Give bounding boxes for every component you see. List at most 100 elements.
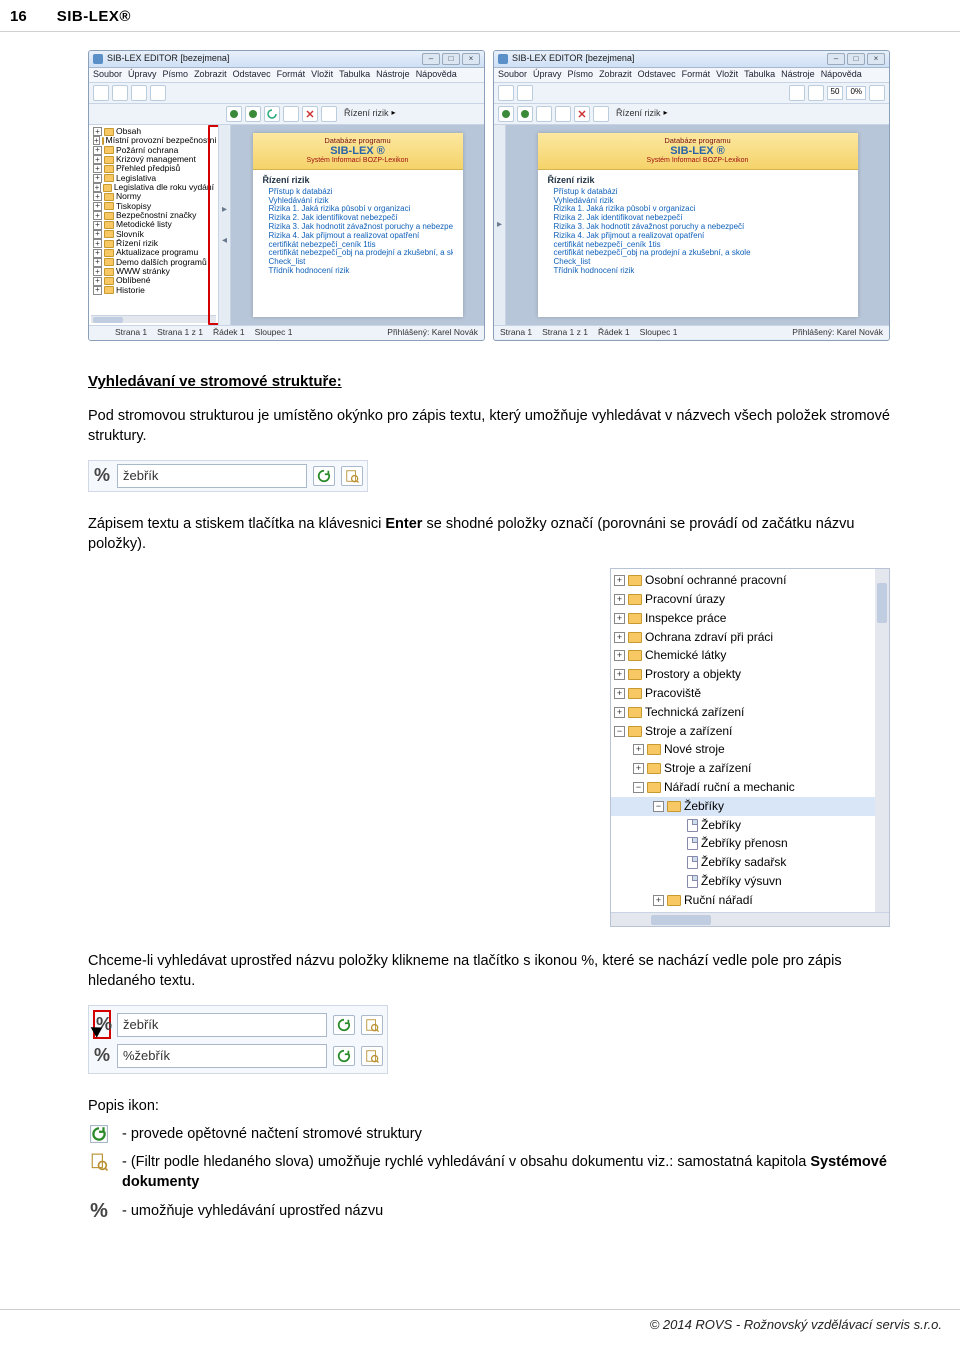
- doc-link[interactable]: Check_list: [548, 258, 848, 267]
- refresh-button[interactable]: [313, 466, 335, 486]
- search-input[interactable]: žebřík: [117, 464, 307, 488]
- maximize-button[interactable]: □: [442, 53, 460, 65]
- minimize-button[interactable]: –: [422, 53, 440, 65]
- toolbar-button[interactable]: [789, 85, 805, 101]
- doc-link[interactable]: certifikát nebezpečí_obj na prodejní a z…: [548, 249, 848, 258]
- tree-row[interactable]: −Žebříky: [611, 797, 875, 816]
- tree-row[interactable]: +Pracovní úrazy: [611, 590, 875, 609]
- expander-icon[interactable]: +: [614, 688, 625, 699]
- expander-icon[interactable]: +: [633, 763, 644, 774]
- doc-link[interactable]: Vyhledávání rizik: [263, 197, 453, 206]
- menu-item[interactable]: Nástroje: [781, 70, 815, 80]
- close-button[interactable]: ×: [462, 53, 480, 65]
- toolbar-button[interactable]: [498, 85, 514, 101]
- tool-icon[interactable]: [321, 106, 337, 122]
- percent-icon[interactable]: %: [93, 1043, 111, 1068]
- menu-item[interactable]: Zobrazit: [599, 70, 632, 80]
- doc-link[interactable]: Přístup k databázi: [263, 188, 453, 197]
- tree-row[interactable]: Žebříky výsuvn: [611, 872, 875, 891]
- tree-row[interactable]: −Stroje a zařízení: [611, 722, 875, 741]
- doc-link[interactable]: Check_list: [263, 258, 453, 267]
- scrollbar-vertical[interactable]: [875, 569, 889, 911]
- menu-item[interactable]: Nápověda: [821, 70, 862, 80]
- expander-icon[interactable]: +: [633, 744, 644, 755]
- delete-icon[interactable]: [574, 106, 590, 122]
- menu-item[interactable]: Tabulka: [339, 70, 370, 80]
- tree-row[interactable]: +Stroje a zařízení: [611, 759, 875, 778]
- refresh-icon[interactable]: [536, 106, 552, 122]
- expander-icon[interactable]: +: [653, 895, 664, 906]
- expander-icon[interactable]: +: [614, 613, 625, 624]
- print-icon[interactable]: [283, 106, 299, 122]
- search-input[interactable]: %žebřík: [117, 1044, 327, 1068]
- doc-link[interactable]: Třídník hodnocení rizik: [548, 267, 848, 276]
- menu-item[interactable]: Formát: [277, 70, 306, 80]
- doc-link[interactable]: Rizika 4. Jak přijmout a realizovat opat…: [263, 232, 453, 241]
- tree-row[interactable]: Žebříky: [611, 816, 875, 835]
- tree-row[interactable]: +Inspekce práce: [611, 609, 875, 628]
- toolbar-button[interactable]: [131, 85, 147, 101]
- doc-link[interactable]: Rizika 4. Jak přijmout a realizovat opat…: [548, 232, 848, 241]
- print-icon[interactable]: [555, 106, 571, 122]
- splitter[interactable]: ▸ ◂: [219, 125, 231, 325]
- nav-back-icon[interactable]: [226, 106, 242, 122]
- tree-row[interactable]: +Osobní ochranné pracovní: [611, 571, 875, 590]
- menu-item[interactable]: Soubor: [93, 70, 122, 80]
- tree-row[interactable]: +Technická zařízení: [611, 703, 875, 722]
- doc-link[interactable]: Přístup k databázi: [548, 188, 848, 197]
- expander-icon[interactable]: +: [614, 669, 625, 680]
- expander-icon[interactable]: −: [653, 801, 664, 812]
- doc-link[interactable]: Rizika 3. Jak hodnotit závažnost poruchy…: [548, 223, 848, 232]
- doc-link[interactable]: certifikát nebezpečí_ceník 1tis: [263, 241, 453, 250]
- nav-fwd-icon[interactable]: [517, 106, 533, 122]
- close-button[interactable]: ×: [867, 53, 885, 65]
- toolbar-button[interactable]: [112, 85, 128, 101]
- refresh-icon[interactable]: [264, 106, 280, 122]
- toolbar-button[interactable]: [150, 85, 166, 101]
- menu-item[interactable]: Soubor: [498, 70, 527, 80]
- menu-item[interactable]: Úpravy: [533, 70, 562, 80]
- refresh-button[interactable]: [333, 1015, 355, 1035]
- expander-icon[interactable]: +: [614, 594, 625, 605]
- percent-icon-highlighted[interactable]: %: [93, 1010, 111, 1039]
- tree-row[interactable]: +Nové stroje: [611, 740, 875, 759]
- filter-button[interactable]: [361, 1015, 383, 1035]
- expander-icon[interactable]: +: [614, 707, 625, 718]
- search-input[interactable]: žebřík: [117, 1013, 327, 1037]
- zoom-value[interactable]: 50: [827, 86, 844, 100]
- tree-row[interactable]: +Prostory a objekty: [611, 665, 875, 684]
- delete-icon[interactable]: [302, 106, 318, 122]
- menu-item[interactable]: Vložit: [311, 70, 333, 80]
- menu-item[interactable]: Tabulka: [744, 70, 775, 80]
- menu-item[interactable]: Písmo: [568, 70, 594, 80]
- nav-back-icon[interactable]: [498, 106, 514, 122]
- doc-link[interactable]: Rizika 1. Jaká rizika působí v organizac…: [548, 205, 848, 214]
- menu-item[interactable]: Úpravy: [128, 70, 157, 80]
- filter-button[interactable]: [341, 466, 363, 486]
- menu-item[interactable]: Odstavec: [638, 70, 676, 80]
- filter-button[interactable]: [361, 1046, 383, 1066]
- expander-icon[interactable]: +: [614, 650, 625, 661]
- refresh-button[interactable]: [333, 1046, 355, 1066]
- expander-icon[interactable]: −: [614, 726, 625, 737]
- toolbar-button[interactable]: [869, 85, 885, 101]
- tool-icon[interactable]: [593, 106, 609, 122]
- tree-row[interactable]: −Nářadí ruční a mechanic: [611, 778, 875, 797]
- menu-item[interactable]: Nástroje: [376, 70, 410, 80]
- menu-item[interactable]: Písmo: [163, 70, 189, 80]
- expander-icon[interactable]: +: [614, 575, 625, 586]
- doc-link[interactable]: Rizika 2. Jak identifikovat nebezpečí: [548, 214, 848, 223]
- expander-icon[interactable]: +: [614, 632, 625, 643]
- tree-row[interactable]: +Ruční nářadí: [611, 891, 875, 910]
- doc-link[interactable]: Rizika 1. Jaká rizika působí v organizac…: [263, 205, 453, 214]
- doc-link[interactable]: Vyhledávání rizik: [548, 197, 848, 206]
- tree-row[interactable]: +Pracoviště: [611, 684, 875, 703]
- minimize-button[interactable]: –: [827, 53, 845, 65]
- tree-row[interactable]: +Chemické látky: [611, 646, 875, 665]
- doc-link[interactable]: Rizika 3. Jak hodnotit závažnost poruchy…: [263, 223, 453, 232]
- scrollbar-horizontal[interactable]: [611, 912, 889, 926]
- toolbar-button[interactable]: [93, 85, 109, 101]
- menu-item[interactable]: Zobrazit: [194, 70, 227, 80]
- doc-link[interactable]: Třídník hodnocení rizik: [263, 267, 453, 276]
- menu-item[interactable]: Odstavec: [233, 70, 271, 80]
